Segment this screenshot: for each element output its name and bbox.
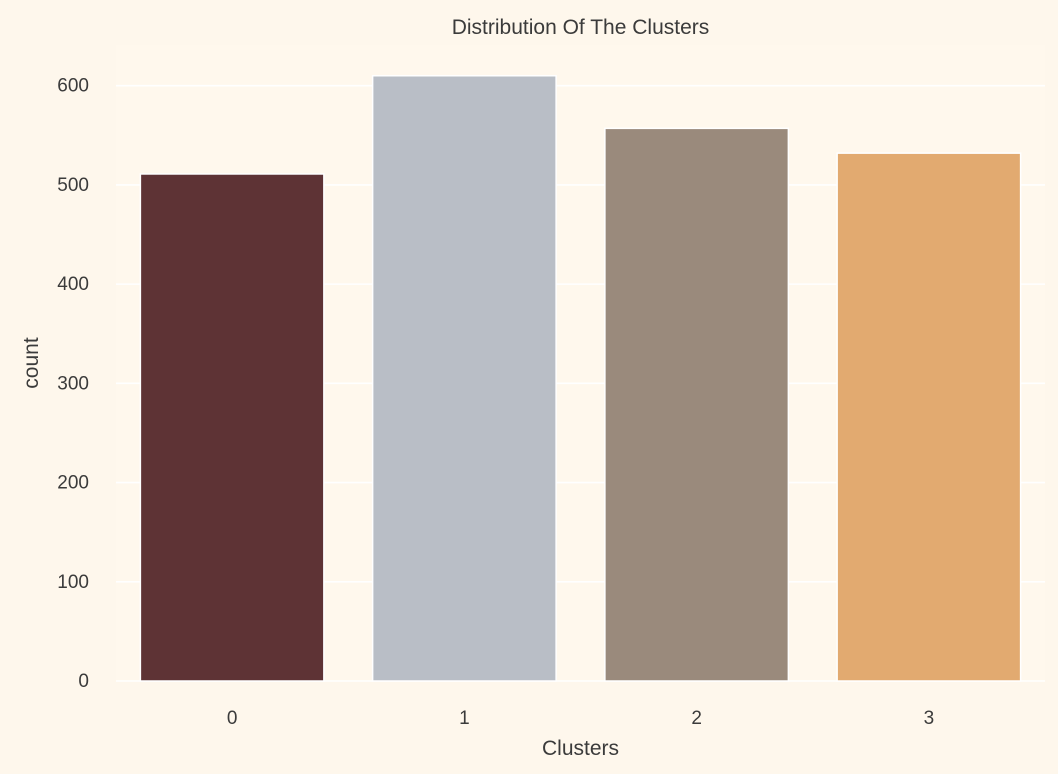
bar-cluster-0 [139, 173, 325, 682]
bar-cluster-1 [371, 75, 557, 682]
x-tick-label-2: 2 [691, 708, 702, 729]
x-tick-label-0: 0 [227, 708, 238, 729]
y-tick-label-600: 600 [57, 76, 89, 97]
chart-title: Distribution Of The Clusters [452, 16, 710, 39]
x-tick-label-3: 3 [924, 708, 935, 729]
bar-cluster-3 [836, 152, 1022, 682]
y-tick-label-200: 200 [57, 473, 89, 494]
y-tick-label-100: 100 [57, 572, 89, 593]
y-axis-ticks: 0 100 200 300 400 500 600 [57, 76, 89, 692]
y-tick-label-0: 0 [78, 671, 89, 692]
x-axis-label: Clusters [542, 737, 619, 760]
y-axis-label: count [20, 337, 43, 389]
y-tick-label-400: 400 [57, 274, 89, 295]
bar-cluster-2 [604, 127, 790, 682]
y-tick-label-300: 300 [57, 373, 89, 394]
bars [139, 75, 1022, 682]
x-axis-ticks: 0 1 2 3 [227, 708, 934, 729]
x-tick-label-1: 1 [459, 708, 470, 729]
y-tick-label-500: 500 [57, 175, 89, 196]
